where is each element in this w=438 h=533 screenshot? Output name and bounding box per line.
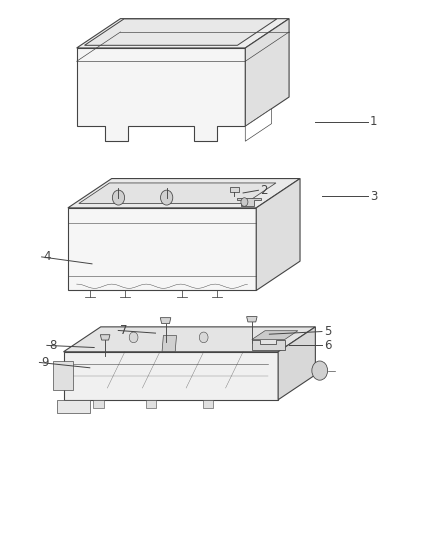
Circle shape [199,332,208,343]
Polygon shape [256,179,300,290]
Polygon shape [162,336,177,352]
Polygon shape [68,208,256,290]
Polygon shape [247,317,257,322]
Text: 4: 4 [44,251,51,263]
Text: 2: 2 [261,184,268,197]
Polygon shape [100,335,110,340]
Polygon shape [64,352,278,400]
Text: 5: 5 [324,325,332,338]
Polygon shape [57,400,90,413]
Polygon shape [230,187,239,192]
Polygon shape [64,327,315,352]
Polygon shape [203,400,213,408]
Circle shape [112,190,124,205]
Circle shape [129,332,138,343]
Text: 9: 9 [42,356,49,369]
Polygon shape [278,327,315,400]
Polygon shape [146,400,156,408]
Text: 7: 7 [120,324,128,337]
Polygon shape [160,318,171,324]
Text: 6: 6 [324,339,332,352]
Circle shape [160,190,173,205]
Text: 8: 8 [49,339,57,352]
Polygon shape [252,330,298,340]
Text: 3: 3 [370,190,378,203]
Polygon shape [77,19,289,48]
Polygon shape [53,361,73,390]
Polygon shape [68,179,300,208]
Polygon shape [93,400,104,408]
Polygon shape [79,183,276,204]
Polygon shape [252,340,285,350]
Text: 1: 1 [370,115,378,128]
Circle shape [241,198,248,206]
Polygon shape [85,19,277,45]
Polygon shape [237,198,261,206]
Polygon shape [245,19,289,126]
Polygon shape [245,109,272,141]
Polygon shape [77,48,245,141]
Circle shape [312,361,328,380]
